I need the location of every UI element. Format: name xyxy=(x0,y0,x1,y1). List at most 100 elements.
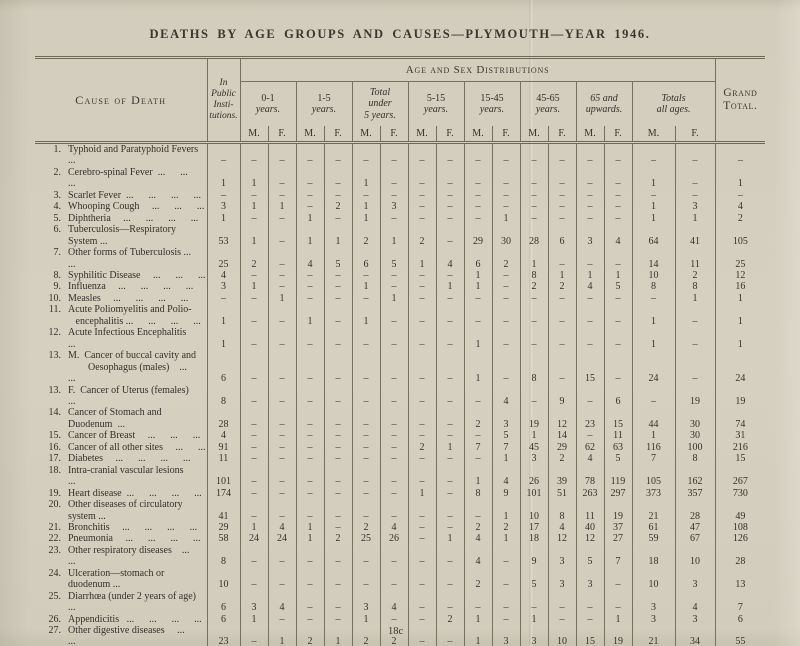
value-cell: – xyxy=(519,384,548,408)
value-cell: – xyxy=(575,189,604,202)
value-cell: – xyxy=(267,567,296,591)
value-cell: 2 xyxy=(463,407,492,431)
value-cell: – xyxy=(519,292,548,305)
cause-cell: 9. Influenza ... ... ... ... xyxy=(35,281,207,292)
value-cell: – xyxy=(323,281,352,293)
value-cell: 1 xyxy=(575,269,604,282)
value-cell: – xyxy=(435,499,464,522)
table-row: 13. F. Cancer of Uterus (females) ... 8– – –… xyxy=(35,384,766,408)
cause-name: Intra-cranial vascular lesions ... xyxy=(68,464,202,488)
value-cell: – xyxy=(239,327,268,351)
value-cell: 3 xyxy=(239,590,268,614)
cause-name: Cerebro-spinal Fever ... ... ... xyxy=(68,166,203,190)
value-cell: – xyxy=(323,544,352,568)
value-cell: – xyxy=(463,453,492,465)
group-label-line: 0-1 xyxy=(261,92,275,104)
age-group-header-row: 0-1 years. 1-5 years. Total under 5 years. 5-15… xyxy=(35,81,765,126)
value-cell: 1 xyxy=(239,166,268,190)
value-cell: 7 xyxy=(463,441,492,454)
value-cell: 5 xyxy=(491,430,520,442)
value-cell: 357 xyxy=(674,487,716,500)
value-cell: – xyxy=(407,430,436,442)
row-number: 26. xyxy=(48,613,62,625)
value-cell: 16 xyxy=(714,281,766,293)
value-cell: – xyxy=(603,189,632,202)
value-cell: – xyxy=(547,212,576,225)
value-cell: – xyxy=(239,441,268,454)
row-number: 11. xyxy=(48,304,61,316)
value-cell: – xyxy=(239,142,268,167)
cause-name: Bronchitis ... ... ... ... xyxy=(68,521,198,533)
col-header-female: F. xyxy=(674,126,716,144)
table-row: 23. Other respiratory diseases ... ... 8– –… xyxy=(35,544,766,568)
value-cell: 67 xyxy=(674,533,716,545)
value-cell: – xyxy=(379,350,408,385)
value-cell: – xyxy=(295,590,324,614)
value-cell: – xyxy=(435,430,464,442)
value-cell: – xyxy=(547,292,576,305)
value-cell: 12 xyxy=(547,407,576,431)
value-cell: – xyxy=(435,304,464,328)
value-cell: 101 xyxy=(206,464,240,488)
value-cell: – xyxy=(575,304,604,328)
value-cell: 7 xyxy=(603,544,632,568)
value-cell: – xyxy=(491,281,520,293)
value-cell: 8 xyxy=(519,350,548,385)
value-cell: 4 xyxy=(295,247,324,270)
cause-cell: 23. Other respiratory diseases ... ... xyxy=(35,545,207,568)
value-cell: – xyxy=(239,189,268,202)
value-cell: 51 xyxy=(547,487,576,500)
value-cell: 3 xyxy=(674,613,716,626)
value-cell: 1 xyxy=(267,625,296,646)
value-cell: – xyxy=(267,544,296,568)
col-group-45-65-years: 45-65 years. xyxy=(519,81,576,126)
value-cell: 8 xyxy=(463,487,492,500)
value-cell: – xyxy=(519,304,548,328)
value-cell: – xyxy=(603,350,632,385)
group-label-line: upwards. xyxy=(585,104,623,115)
value-cell: – xyxy=(407,533,436,545)
value-cell: 1 xyxy=(674,212,716,225)
value-cell: 21 xyxy=(631,625,675,646)
value-cell: – xyxy=(323,464,352,488)
value-cell: – xyxy=(379,487,408,500)
table-row: 13. M. Cancer of buccal cavity and Oesoph… xyxy=(35,350,766,385)
cause-cell: 8. Syphilitic Disease ... ... ... xyxy=(35,270,207,281)
value-cell: – xyxy=(351,464,380,488)
value-cell: 1 xyxy=(239,224,268,248)
value-cell: 15 xyxy=(603,407,632,431)
value-cell: 29 xyxy=(547,441,576,454)
value-cell: 6 xyxy=(603,384,632,408)
cause-name: Other diseases of circulatory system ... xyxy=(68,499,186,522)
value-cell: 1 xyxy=(351,613,380,626)
value-cell: 4 xyxy=(491,384,520,408)
value-cell: 1 xyxy=(463,464,492,488)
value-cell: 2 xyxy=(295,625,324,646)
value-cell: – xyxy=(435,166,464,190)
value-cell: 1 xyxy=(519,430,548,442)
value-cell: 2 xyxy=(519,281,548,293)
value-cell: – xyxy=(351,350,380,385)
value-cell: – xyxy=(267,269,296,282)
value-cell: – xyxy=(295,567,324,591)
value-cell: – xyxy=(206,142,240,167)
cause-name: Syphilitic Disease ... ... ... xyxy=(68,269,206,281)
value-cell: 162 xyxy=(674,464,716,488)
value-cell: – xyxy=(407,384,436,408)
value-cell: – xyxy=(491,590,520,614)
col-header-female: F. xyxy=(491,126,520,144)
value-cell: 4 xyxy=(379,521,408,534)
sex-header-row: M. F. M. F. M. F. M. F. M. F. M. F. M. F. M. F. xyxy=(35,126,765,144)
value-cell: 2 xyxy=(239,247,268,270)
value-cell: 1 xyxy=(463,613,492,626)
value-cell: 1 xyxy=(379,224,408,248)
value-cell: – xyxy=(295,544,324,568)
deaths-table-wrapper: Cause of Death In Public Insti- tutions.… xyxy=(35,56,766,646)
cause-name: M. Cancer of buccal cavity and Oesophagu… xyxy=(68,350,197,385)
value-cell: – xyxy=(491,292,520,305)
value-cell: – xyxy=(435,590,464,614)
col-group-age-sex-distributions: Age and Sex Distributions xyxy=(239,57,716,82)
value-cell: 730 xyxy=(714,487,766,500)
cause-name: Cancer of all other sites ... ... xyxy=(68,441,206,453)
value-cell: 1 xyxy=(379,292,408,305)
